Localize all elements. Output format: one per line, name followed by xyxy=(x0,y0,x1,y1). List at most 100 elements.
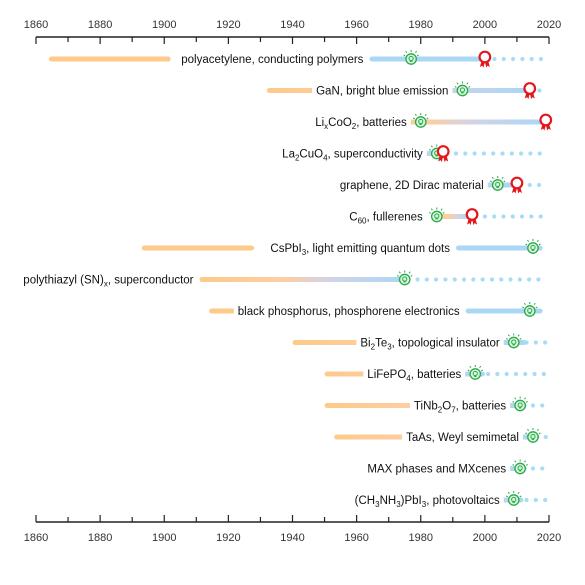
top-axis: 1860 1880 1900 1920 1940 1960 1980 2000 2020 xyxy=(24,19,561,44)
lightbulb-icon xyxy=(522,302,538,317)
label-background xyxy=(356,333,504,350)
ongoing-dot xyxy=(452,277,457,282)
ongoing-dot xyxy=(463,151,468,156)
lightbulb-icon xyxy=(505,491,522,506)
ongoing-dot xyxy=(501,214,506,219)
material-label: graphene, 2D Dirac material xyxy=(340,180,484,192)
timeline-row: graphene, 2D Dirac material xyxy=(335,176,542,194)
ongoing-dot xyxy=(501,56,506,62)
ongoing-dot xyxy=(520,56,525,62)
material-label: GaN, bright blue emission xyxy=(316,86,448,98)
label-background xyxy=(345,207,427,224)
label-background xyxy=(363,459,511,476)
timeline-row: polyacetylene, conducting polymers xyxy=(48,50,544,68)
gradient-period-bar xyxy=(433,214,473,219)
ongoing-dot xyxy=(510,56,516,62)
ongoing-dot xyxy=(517,277,522,282)
label-background xyxy=(402,428,523,444)
ongoing-dot xyxy=(529,56,534,62)
material-label: Bi2Te3, topological insulator xyxy=(360,338,500,352)
recent-period-bar xyxy=(369,56,485,62)
ongoing-dot xyxy=(509,151,514,156)
ongoing-dot xyxy=(443,277,448,282)
material-label: TiNb2O7, batteries xyxy=(414,401,506,415)
label-background xyxy=(177,50,368,66)
ongoing-dot xyxy=(499,277,504,282)
material-label: CsPbI3, light emitting quantum dots xyxy=(270,243,450,257)
ongoing-dot xyxy=(519,151,524,156)
award-ribbon-icon xyxy=(436,145,450,163)
timeline-row: GaN, bright blue emission xyxy=(266,81,542,100)
timeline-row: Bi2Te3, topological insulator xyxy=(292,333,548,352)
label-background xyxy=(266,239,455,255)
ongoing-dot xyxy=(543,340,548,345)
bottom-axis: 1860 1880 1900 1920 1940 1960 1980 2000 2020 xyxy=(24,515,561,544)
timeline-row: black phosphorus, phosphorene electronic… xyxy=(209,302,543,318)
tick-label: 1940 xyxy=(280,19,304,31)
tick-label: 1960 xyxy=(344,532,368,544)
material-label: LiFePO4, batteries xyxy=(367,369,461,383)
ongoing-dot xyxy=(485,371,491,377)
tick-label: 1880 xyxy=(88,532,112,544)
timeline-row: LixCoO2, batteries xyxy=(311,113,553,131)
lightbulb-icon xyxy=(403,50,419,65)
tick-label: 1860 xyxy=(24,19,48,31)
recent-period-bar xyxy=(456,245,543,251)
award-ribbon-icon xyxy=(465,208,479,226)
ongoing-dot xyxy=(543,497,548,503)
lightbulb-icon xyxy=(467,365,483,380)
timeline-row: CsPbI3, light emitting quantum dots xyxy=(141,239,543,257)
tick-label: 1980 xyxy=(409,19,433,31)
label-background xyxy=(350,491,504,507)
ongoing-dot xyxy=(513,371,519,377)
ongoing-dot xyxy=(532,371,537,377)
award-ribbon-icon xyxy=(510,176,524,194)
recent-period-bar xyxy=(465,308,543,314)
lightbulb-icon xyxy=(396,270,413,286)
material-label: TaAs, Weyl semimetal xyxy=(406,432,519,444)
ongoing-dot xyxy=(482,214,487,219)
tick-label: 1880 xyxy=(88,19,112,31)
ongoing-dot xyxy=(541,371,546,377)
tick-label: 1900 xyxy=(152,19,176,31)
tick-label: 1920 xyxy=(216,19,240,31)
material-label: LixCoO2, batteries xyxy=(315,117,407,131)
ongoing-dot xyxy=(536,182,542,188)
ongoing-dot xyxy=(538,214,543,219)
timeline-row: (CH3NH3)PbI3, photovoltaics xyxy=(350,491,548,509)
ongoing-dot xyxy=(519,214,525,219)
material-label: black phosphorus, phosphorene electronic… xyxy=(238,306,460,318)
ongoing-dot xyxy=(524,340,529,345)
ongoing-dot xyxy=(529,214,534,219)
lightbulb-icon xyxy=(413,113,429,128)
ongoing-dot xyxy=(530,403,536,408)
ongoing-dot xyxy=(472,151,477,156)
label-background xyxy=(19,270,198,287)
timeline-row: polythiazyl (SN)x, superconductor xyxy=(19,270,541,289)
lightbulb-icon xyxy=(512,459,528,475)
tick-label: 1960 xyxy=(344,19,368,31)
ongoing-dot xyxy=(492,214,497,219)
label-background xyxy=(363,365,466,381)
award-ribbon-icon xyxy=(539,113,553,131)
label-background xyxy=(335,176,488,192)
timeline-row: MAX phases and MXcenes xyxy=(363,459,545,476)
ongoing-dot xyxy=(415,277,420,282)
lightbulb-icon xyxy=(454,81,471,97)
timeline-row: TiNb2O7, batteries xyxy=(324,396,545,415)
timeline-row: La2CuO4, superconductivity xyxy=(278,144,542,163)
ongoing-dot xyxy=(510,214,515,219)
ongoing-dot xyxy=(480,277,485,282)
tick-label: 1920 xyxy=(216,532,240,544)
label-background xyxy=(278,144,427,161)
tick-label: 1860 xyxy=(24,532,48,544)
timeline-row: LiFePO4, batteries xyxy=(324,365,546,383)
ongoing-dot xyxy=(523,371,528,377)
label-background xyxy=(409,396,511,413)
lightbulb-icon xyxy=(525,428,541,443)
ongoing-dot xyxy=(481,151,487,156)
material-rows: polyacetylene, conducting polymers GaN, b… xyxy=(19,50,553,509)
lightbulb-icon xyxy=(505,333,522,349)
ongoing-dot xyxy=(537,88,542,93)
